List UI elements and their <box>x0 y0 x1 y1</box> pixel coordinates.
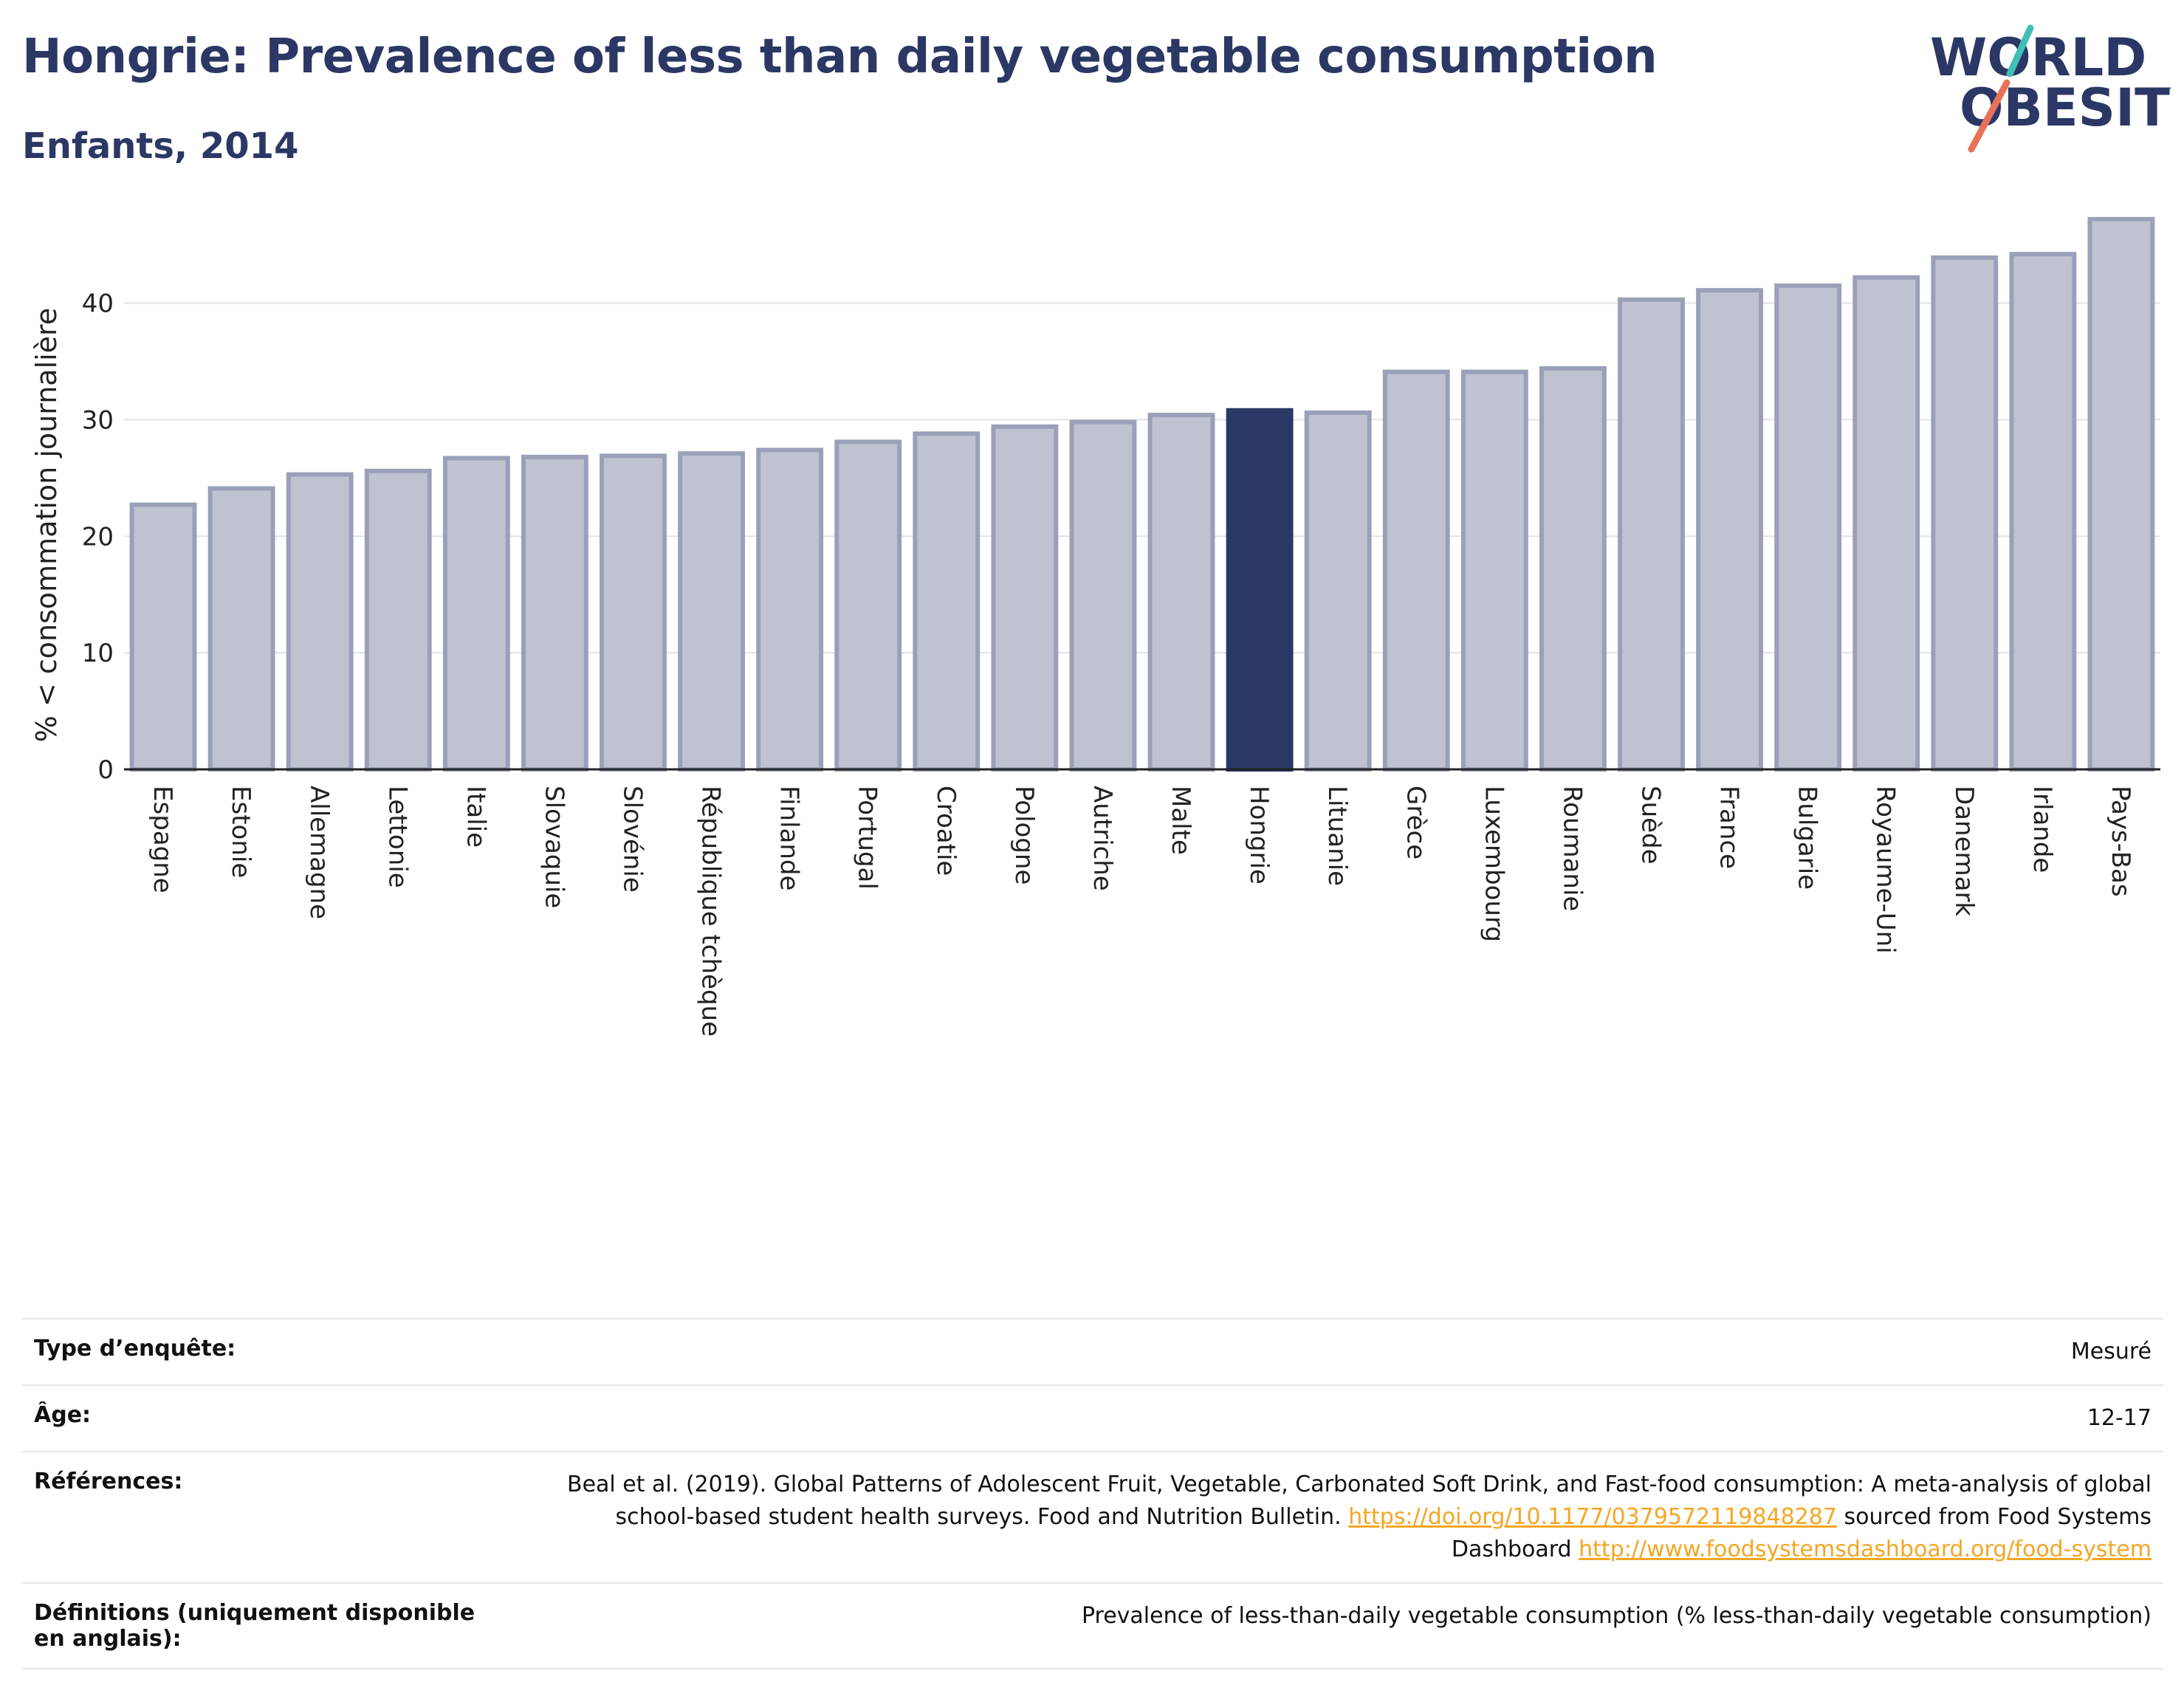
x-tick-label: Royaume-Uni <box>1871 786 1900 954</box>
bar-luxembourg <box>1460 369 1528 772</box>
bars <box>129 216 2155 772</box>
bar-irlande <box>2009 252 2077 772</box>
world-obesity-logo: WORLD OBESITY <box>1930 24 2171 153</box>
bar-malte <box>1147 413 1215 772</box>
bar-hongrie <box>1226 408 1294 772</box>
x-tick-label: Malte <box>1166 786 1195 855</box>
bar-pologne <box>991 424 1059 772</box>
bar-france <box>1696 288 1764 772</box>
bar-lettonie <box>364 468 432 772</box>
x-tick-label: Espagne <box>148 786 177 893</box>
x-tick-label: Pays-Bas <box>2106 786 2135 897</box>
x-tick-label: Luxembourg <box>1479 786 1508 942</box>
y-tick-label: 40 <box>82 289 114 319</box>
x-tick-label: Slovaquie <box>539 786 569 908</box>
meta-value-references: Beal et al. (2019). Global Patterns of A… <box>518 1451 2163 1584</box>
meta-value: Prevalence of less-than-daily vegetable … <box>518 1582 2163 1669</box>
bar-lituanie <box>1304 410 1372 772</box>
bar-croatie <box>913 431 981 772</box>
x-tick-label: Croatie <box>931 786 961 876</box>
reference-text: Beal et al. (2019). Global Patterns of A… <box>566 1472 2152 1530</box>
x-tick-label: Estonie <box>226 786 255 878</box>
bar-danemark <box>1931 255 1999 772</box>
x-tick-label: Lettonie <box>382 786 412 888</box>
x-tick-label: Slovénie <box>618 786 648 893</box>
bar-autriche <box>1069 419 1137 772</box>
chart-subtitle: Enfants, 2014 <box>22 126 299 167</box>
chart-title: Hongrie: Prevalence of less than daily v… <box>22 30 1658 84</box>
x-tick-label: Suède <box>1636 786 1666 865</box>
bar-slov-nie <box>600 453 667 772</box>
x-tick-label: Pologne <box>1009 786 1039 885</box>
bar-estonie <box>207 486 275 772</box>
bar-pays-bas <box>2087 216 2155 772</box>
meta-value: Mesuré <box>518 1318 2163 1386</box>
bar-chart: 0 10 20 30 40 Espagne Estonie Allemagne Lettoni… <box>30 216 2160 1037</box>
bar-portugal <box>834 439 902 772</box>
bar-su-de <box>1618 297 1685 772</box>
bar-italie <box>442 456 510 772</box>
x-tick-label: Italie <box>461 786 490 848</box>
x-tick-label: Allemagne <box>304 786 334 919</box>
bar-roumanie <box>1539 365 1607 772</box>
x-tick-label: Portugal <box>853 786 882 890</box>
bar-slovaquie <box>521 454 588 772</box>
doi-link[interactable]: https://doi.org/10.1177/0379572119848287 <box>1348 1504 1837 1530</box>
y-tick-label: 30 <box>82 405 114 435</box>
x-tick-label: Autriche <box>1088 786 1117 891</box>
y-tick-label: 10 <box>82 639 114 668</box>
y-axis-ticks: 0 10 20 30 40 <box>82 289 114 785</box>
x-tick-label: Lituanie <box>1322 786 1352 886</box>
x-tick-label: Finlande <box>775 786 804 890</box>
meta-value: 12-17 <box>518 1384 2163 1452</box>
y-tick-label: 20 <box>82 522 114 552</box>
meta-row-survey: Type d’enquête: Mesuré <box>22 1318 2163 1386</box>
bar-allemagne <box>286 472 354 772</box>
meta-key: Type d’enquête: <box>22 1318 518 1386</box>
x-tick-label: Irlande <box>2027 786 2057 873</box>
meta-key: Références: <box>22 1451 518 1584</box>
x-tick-label: Hongrie <box>1244 786 1274 885</box>
x-axis-categories: Espagne Estonie Allemagne Lettonie Italie Slo… <box>148 786 2135 1037</box>
x-tick-label: Bulgarie <box>1793 786 1822 890</box>
x-tick-label: Danemark <box>1949 786 1979 916</box>
x-tick-label: France <box>1714 786 1744 869</box>
bar-r-publique-tch-que <box>678 451 746 772</box>
meta-key: Définitions (uniquement disponible en an… <box>22 1582 518 1669</box>
x-tick-label: Roumanie <box>1557 786 1587 911</box>
logo-line1: WORLD <box>1930 27 2146 88</box>
bar-finlande <box>756 447 824 772</box>
food-systems-link[interactable]: http://www.foodsystemsdashboard.org/food… <box>1579 1537 2152 1562</box>
bar-bulgarie <box>1774 283 1842 772</box>
x-tick-label: Grèce <box>1401 786 1430 859</box>
bar-gr-ce <box>1382 369 1450 772</box>
reference-mid-text: sourced from Food Systems Dashboard <box>1451 1504 2152 1562</box>
bar-royaume-uni <box>1852 275 1920 772</box>
meta-row-references: Références: Beal et al. (2019). Global P… <box>22 1451 2163 1584</box>
meta-row-age: Âge: 12-17 <box>22 1384 2163 1452</box>
y-tick-label: 0 <box>97 755 114 785</box>
metadata-table: Type d’enquête: Mesuré Âge: 12-17 Référe… <box>22 1318 2163 1669</box>
meta-key: Âge: <box>22 1384 518 1452</box>
y-axis-label: % < consommation journalière <box>30 308 63 742</box>
bar-espagne <box>129 502 197 772</box>
meta-row-definitions: Définitions (uniquement disponible en an… <box>22 1582 2163 1669</box>
x-tick-label: République tchèque <box>696 786 726 1037</box>
